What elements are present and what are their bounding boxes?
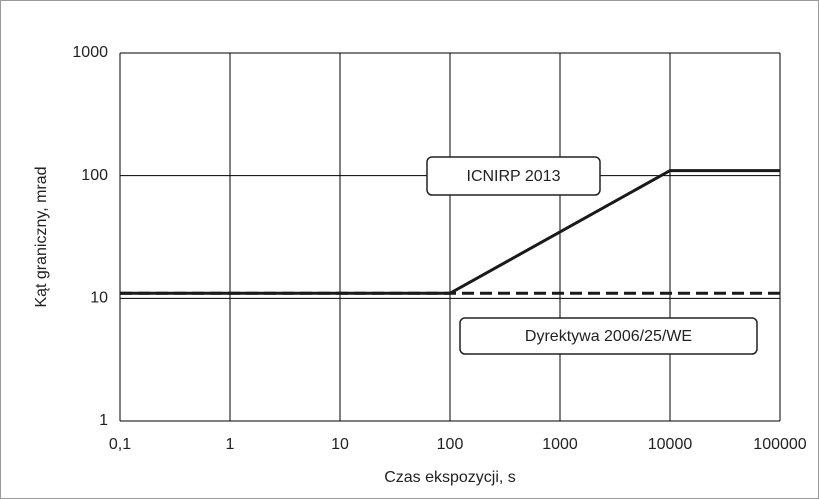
x-tick-label: 10000 xyxy=(648,436,693,453)
y-tick-label: 1000 xyxy=(72,44,108,61)
x-tick-label: 0,1 xyxy=(109,436,131,453)
y-tick-label: 100 xyxy=(81,167,108,184)
x-tick-label: 1 xyxy=(226,436,235,453)
x-tick-label: 1000 xyxy=(542,436,578,453)
series-label: ICNIRP 2013 xyxy=(467,168,561,185)
y-axis-label: Kąt graniczny, mrad xyxy=(33,166,50,307)
x-tick-label: 100 xyxy=(437,436,464,453)
x-tick-label: 10 xyxy=(331,436,349,453)
series-label: Dyrektywa 2006/25/WE xyxy=(525,328,692,345)
series-label-box xyxy=(459,317,758,355)
x-axis-label: Czas ekspozycji, s xyxy=(384,469,516,486)
y-tick-label: 10 xyxy=(90,290,108,307)
y-tick-label: 1 xyxy=(99,412,108,429)
series-label-box xyxy=(426,156,601,196)
x-tick-label: 100000 xyxy=(753,436,806,453)
